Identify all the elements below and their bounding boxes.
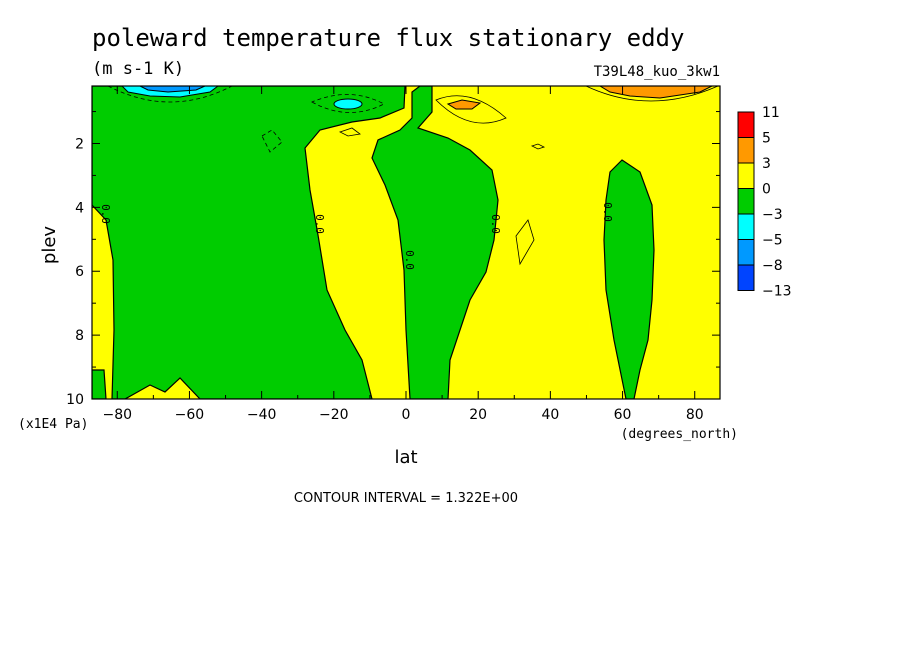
negative-region-equator: [371, 86, 499, 399]
colorbar-swatch-6: [737, 264, 755, 291]
colorbar-label-7: −13: [762, 284, 792, 300]
y-axis-units: (x1E4 Pa): [18, 417, 88, 432]
colorbar-swatch-3: [737, 188, 755, 215]
y-tick-label-3: 8: [75, 328, 84, 344]
colorbar-swatch-0: [737, 111, 755, 138]
negative-patch-southpole: [92, 369, 107, 399]
plot-area: 0.0 0.0 0.0 0.0 0.0 −80 −60 −40 −20 0 20 40 60 80 2 4…: [66, 85, 721, 423]
stronger-negative-south-top: [139, 86, 206, 93]
y-tick-label-2: 6: [75, 264, 84, 280]
y-tick-label-1: 4: [75, 200, 84, 216]
y-tick-label-0: 2: [75, 136, 84, 152]
x-tick-label-0: −80: [102, 407, 132, 423]
x-tick-label-7: 60: [614, 407, 632, 423]
colorbar-label-0: 11: [762, 105, 780, 121]
x-axis-label: lat: [394, 447, 417, 468]
colorbar-swatch-4: [737, 213, 755, 240]
colorbar-label-2: 3: [762, 156, 771, 172]
zero-contour-label-0: 0.0: [99, 204, 112, 224]
colorbar-label-4: −3: [762, 207, 783, 223]
x-tick-label-8: 80: [686, 407, 704, 423]
x-tick-label-1: −60: [175, 407, 205, 423]
chart-units: (m s-1 K): [92, 59, 184, 79]
x-axis: −80 −60 −40 −20 0 20 40 60 80: [102, 86, 704, 423]
negative-contours: [107, 86, 385, 153]
zero-contour-label-1: 0.0: [313, 214, 326, 234]
negative-region-north: [603, 159, 655, 399]
colorbar-swatch-2: [737, 162, 755, 189]
strong-negative-blob: [333, 98, 363, 110]
x-tick-label-2: −40: [247, 407, 277, 423]
zero-contour-label-3: 0.0: [489, 214, 502, 234]
colorbar-label-3: 0: [762, 182, 771, 198]
colorbar-swatch-1: [737, 137, 755, 164]
colorbar-label-6: −8: [762, 258, 783, 274]
colorbar: 11 5 3 0 −3 −5 −8 −13: [737, 105, 792, 300]
x-tick-label-4: 0: [402, 407, 411, 423]
positive-contours: [338, 86, 719, 266]
negative-region-south: [92, 86, 406, 399]
zero-contour-label-4: 0.0: [601, 202, 614, 222]
zero-contour-label-2: 0.0: [403, 250, 416, 270]
x-tick-label-6: 40: [541, 407, 559, 423]
y-tick-label-4: 10: [66, 392, 84, 408]
case-name: T39L48_kuo_3kw1: [594, 64, 720, 80]
x-tick-label-3: −20: [319, 407, 349, 423]
y-axis: 2 4 6 8 10: [66, 111, 720, 408]
zero-contour-labels: 0.0 0.0 0.0 0.0 0.0: [99, 202, 614, 270]
x-tick-label-5: 20: [469, 407, 487, 423]
y-axis-label: plev: [39, 226, 60, 265]
colorbar-label-5: −5: [762, 233, 783, 249]
chart-title: poleward temperature flux stationary edd…: [92, 24, 684, 52]
strong-positive-northpole: [599, 86, 713, 99]
colorbar-swatch-5: [737, 239, 755, 266]
colorbar-label-1: 5: [762, 131, 771, 147]
x-axis-units: (degrees_north): [621, 427, 738, 442]
contour-interval: CONTOUR INTERVAL = 1.322E+00: [294, 491, 518, 506]
strong-positive-15n: [446, 99, 482, 110]
